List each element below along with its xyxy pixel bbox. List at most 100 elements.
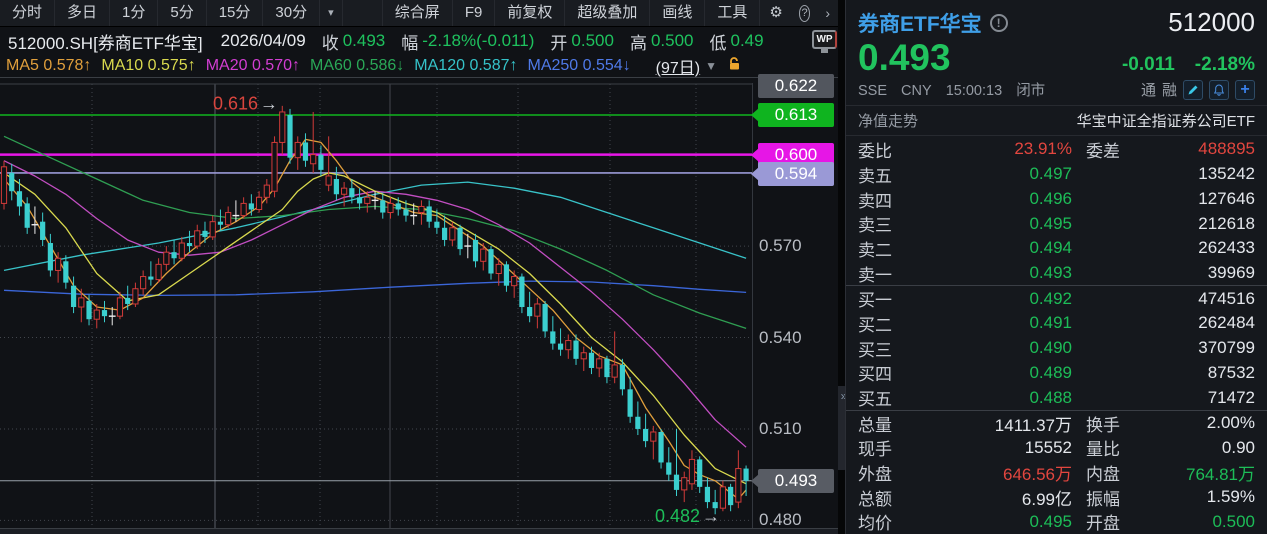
symbol-name: 512000.SH[券商ETF华宝] xyxy=(8,33,203,53)
menu-forward-adjust[interactable]: 前复权 xyxy=(495,0,566,26)
menu-f9[interactable]: F9 xyxy=(453,0,496,26)
unlock-icon[interactable] xyxy=(727,56,742,76)
candle-down xyxy=(728,486,734,506)
bid-row-1[interactable]: 买一 0.492 474516 xyxy=(858,288,1255,311)
candle-up xyxy=(279,111,286,143)
period-days-caret-icon[interactable]: ▼ xyxy=(705,59,717,73)
candle-up xyxy=(310,154,317,165)
candle-down xyxy=(125,297,131,304)
ask-row-1[interactable]: 卖一 0.493 39969 xyxy=(858,263,1255,285)
candle-down xyxy=(527,307,533,317)
candle-down xyxy=(503,264,510,286)
menu-tools[interactable]: 工具 xyxy=(705,0,761,26)
ask-row-3[interactable]: 卖三 0.495 212618 xyxy=(858,213,1255,236)
candle-up xyxy=(140,276,147,290)
tab-5min[interactable]: 5分 xyxy=(158,0,207,26)
nav-trend-link[interactable]: 净值走势 xyxy=(858,113,919,130)
axis-price-tag: 0.493 xyxy=(751,468,834,493)
ma-line-ma10 xyxy=(3,172,747,485)
candle-down xyxy=(457,227,463,250)
candle-down xyxy=(542,303,548,332)
candle-down xyxy=(619,364,625,390)
candle-down xyxy=(635,416,641,429)
high-label: 高 xyxy=(629,33,647,53)
candle-up xyxy=(255,196,263,210)
more-chevron-icon[interactable]: › xyxy=(825,5,830,21)
tab-timeshare[interactable]: 分时 xyxy=(0,0,56,26)
candle-up xyxy=(194,230,201,247)
candle-down xyxy=(16,191,23,207)
candle-up xyxy=(565,340,572,351)
menu-super-overlay[interactable]: 超级叠加 xyxy=(565,0,651,26)
candle-up xyxy=(611,364,618,378)
candle-down xyxy=(519,276,525,308)
axis-price-tag: 0.600 xyxy=(751,142,834,167)
panel-divider xyxy=(838,0,845,534)
currency: CNY xyxy=(901,83,932,99)
candlestick-chart[interactable]: 0.616 → 0.482 → xyxy=(0,83,752,528)
axis-price-tag: 0.613 xyxy=(751,103,834,127)
tab-multiday[interactable]: 多日 xyxy=(55,0,111,26)
open-label: 开 xyxy=(550,33,568,53)
candle-up xyxy=(735,468,742,503)
candle-down xyxy=(202,230,208,237)
candle-down xyxy=(70,285,77,308)
axis-tick: 0.570 xyxy=(759,236,802,256)
menu-draw-line[interactable]: 画线 xyxy=(650,0,706,26)
period-dropdown-caret-icon[interactable]: ▾ xyxy=(320,0,343,26)
ma-indicator-bar: MA5 0.578↑ MA10 0.575↑ MA20 0.570↑ MA60 … xyxy=(0,55,838,78)
candle-down xyxy=(302,142,309,161)
ask-row-5[interactable]: 卖五 0.497 135242 xyxy=(858,164,1255,186)
candle-up xyxy=(263,184,270,198)
candle-down xyxy=(426,206,432,222)
candle-down xyxy=(588,352,595,368)
edit-pencil-icon[interactable] xyxy=(1183,79,1203,100)
wp-widget-icon[interactable]: WP xyxy=(812,30,837,53)
fund-full-name: 华宝中证全指证券公司ETF xyxy=(1076,113,1255,130)
low-label: 低 xyxy=(709,33,727,53)
candle-up xyxy=(418,205,425,214)
weibi-label: 委比 xyxy=(858,141,892,161)
add-plus-icon[interactable]: + xyxy=(1235,79,1255,100)
tab-15min[interactable]: 15分 xyxy=(207,0,264,26)
candle-down xyxy=(186,243,193,247)
candle-down xyxy=(395,203,401,210)
price-annotation: 0.482 xyxy=(655,506,700,526)
bid-row-5[interactable]: 买五 0.488 71472 xyxy=(858,387,1255,410)
market-status-line: SSE CNY 15:00:13 闭市 xyxy=(858,79,1055,100)
candle-down xyxy=(403,209,409,216)
candle-up xyxy=(78,297,85,308)
margin-badge-tong: 通 xyxy=(1140,82,1156,99)
candle-up xyxy=(55,257,62,271)
toolbar-spacer xyxy=(343,0,382,26)
instrument-code: 512000 xyxy=(1168,7,1255,37)
help-icon[interactable]: ? xyxy=(798,4,811,22)
bid-row-4[interactable]: 买四 0.489 87532 xyxy=(858,362,1255,385)
chart-section: 分时 多日 1分 5分 15分 30分 ▾ 综合屏 F9 前复权 超级叠加 画线… xyxy=(0,0,838,534)
candle-up xyxy=(495,263,502,274)
tab-30min[interactable]: 30分 xyxy=(263,0,321,26)
stats-row-avg-open: 均价 0.495 开盘 0.500 xyxy=(858,511,1255,534)
ask-row-2[interactable]: 卖二 0.494 262433 xyxy=(858,238,1255,260)
ask-row-4[interactable]: 卖四 0.496 127646 xyxy=(858,189,1255,211)
instrument-name[interactable]: 券商ETF华宝 xyxy=(858,12,982,36)
book-separator xyxy=(846,285,1267,287)
tab-1min[interactable]: 1分 xyxy=(110,0,159,26)
ma60-readout: MA60 0.586↓ xyxy=(310,57,405,74)
menu-composite-screen[interactable]: 综合屏 xyxy=(381,0,453,26)
candle-up xyxy=(178,242,185,259)
bid-row-2[interactable]: 买二 0.491 262484 xyxy=(858,313,1255,335)
candle-down xyxy=(712,502,718,509)
commission-ratio-row: 委比 23.91% 委差 488895 xyxy=(846,136,1267,162)
candle-down xyxy=(148,276,154,280)
settings-gear-icon[interactable]: ⚙ xyxy=(769,4,783,21)
info-icon[interactable]: ! xyxy=(989,13,1008,32)
alert-bell-icon[interactable] xyxy=(1209,79,1229,100)
bid-row-3[interactable]: 买三 0.490 370799 xyxy=(858,338,1255,360)
exchange: SSE xyxy=(858,83,888,99)
candle-down xyxy=(658,431,664,463)
axis-tick: 0.510 xyxy=(759,418,802,438)
ma250-readout: MA250 0.554↓ xyxy=(527,57,631,74)
period-days-selector[interactable]: (97日) xyxy=(655,60,701,77)
candle-down xyxy=(666,462,672,475)
